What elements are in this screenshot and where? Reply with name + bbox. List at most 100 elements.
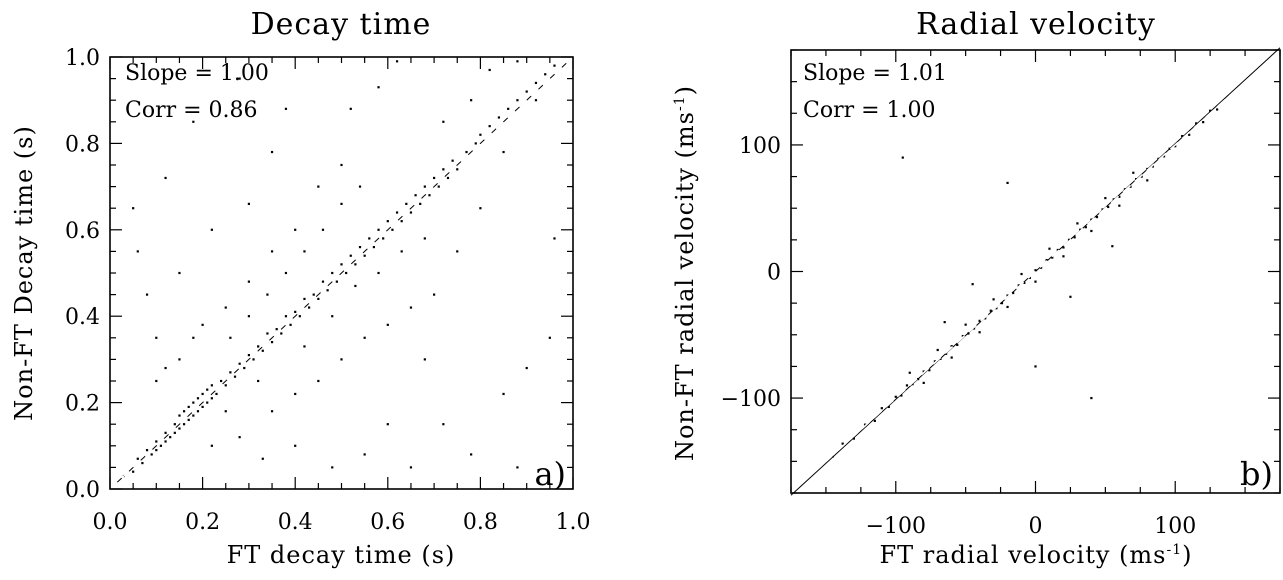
data-point <box>349 254 352 257</box>
data-point <box>900 394 903 397</box>
data-point <box>294 310 297 313</box>
data-point <box>155 449 158 452</box>
data-point <box>386 323 389 326</box>
data-point <box>284 315 288 318</box>
data-point <box>1056 248 1059 252</box>
data-point <box>377 86 380 89</box>
data-point <box>928 369 931 372</box>
data-point <box>507 107 510 110</box>
data-point <box>873 419 876 422</box>
data-point <box>971 283 974 286</box>
data-point <box>548 336 551 339</box>
data-point <box>266 332 269 335</box>
data-point <box>395 60 399 63</box>
data-point <box>470 453 473 456</box>
data-point <box>182 423 186 426</box>
data-point <box>961 334 964 338</box>
plot-frame-panel-b <box>790 49 1281 494</box>
data-point <box>270 150 274 154</box>
data-point <box>164 440 167 443</box>
identity-line <box>109 56 574 490</box>
data-point <box>238 77 241 80</box>
data-point <box>201 405 204 409</box>
data-point <box>132 207 135 210</box>
data-point <box>335 280 338 283</box>
data-point <box>164 176 167 180</box>
data-point <box>270 250 274 253</box>
lines-panel-b <box>790 47 1281 496</box>
data-point <box>331 315 334 318</box>
data-point <box>1132 171 1135 174</box>
data-point <box>136 250 139 253</box>
data-point <box>141 461 144 465</box>
data-point <box>1146 179 1149 182</box>
data-point <box>178 427 181 430</box>
data-point <box>303 297 306 301</box>
data-point <box>294 444 297 447</box>
data-point <box>224 410 227 413</box>
data-point <box>908 371 911 374</box>
data-point <box>841 442 844 445</box>
data-point <box>409 211 413 214</box>
data-point <box>178 414 181 417</box>
data-point <box>220 379 223 383</box>
data-point <box>178 358 181 361</box>
data-point <box>145 293 149 296</box>
data-point <box>331 271 334 275</box>
data-point <box>1090 218 1093 221</box>
data-point <box>349 107 352 110</box>
data-point <box>534 81 538 85</box>
x-axis-label-b-end: ) <box>1182 541 1192 569</box>
data-point <box>284 271 288 275</box>
data-point <box>159 444 163 447</box>
data-point <box>400 220 403 223</box>
data-point <box>312 293 315 296</box>
data-point <box>1104 196 1107 200</box>
data-point <box>173 431 176 434</box>
data-point <box>372 245 376 249</box>
data-point <box>210 444 213 447</box>
data-point <box>150 453 153 456</box>
data-point <box>382 237 385 240</box>
data-point <box>252 358 255 361</box>
x-axis-label-b: FT radial velocity (ms-1) <box>879 541 1192 569</box>
data-point <box>1090 396 1093 400</box>
data-point <box>275 328 278 331</box>
data-point <box>1140 175 1143 178</box>
data-point <box>525 366 528 370</box>
data-point <box>1195 122 1198 125</box>
x-tick-label: 1.0 <box>556 510 591 535</box>
data-point <box>465 150 468 154</box>
data-point <box>516 99 519 102</box>
data-point <box>943 321 946 324</box>
data-point <box>1062 246 1065 249</box>
data-point <box>261 349 264 352</box>
y-axis-label-b-main: Non-FT radial velocity (ms <box>671 111 699 461</box>
data-point <box>474 142 477 145</box>
data-point <box>363 336 366 339</box>
data-point <box>340 163 343 167</box>
data-point <box>192 120 195 123</box>
data-point <box>922 381 925 384</box>
x-tick-label: 0.4 <box>278 510 313 535</box>
data-point <box>1181 134 1184 138</box>
data-point <box>210 397 213 400</box>
data-point <box>284 107 288 110</box>
data-point <box>270 341 274 344</box>
data-point <box>173 423 176 426</box>
data-point <box>368 237 371 240</box>
data-point <box>1048 247 1051 250</box>
data-point <box>1118 204 1121 207</box>
tick-labels-panel-b: −100 0 100 −100 0 100 <box>721 134 1197 539</box>
data-point <box>326 289 329 292</box>
data-point <box>331 466 334 469</box>
data-point <box>433 293 436 296</box>
data-point <box>155 336 158 339</box>
data-point <box>442 423 445 426</box>
data-point <box>386 423 389 426</box>
data-point <box>984 317 987 320</box>
lines-panel-a <box>109 56 574 490</box>
data-point <box>238 436 241 439</box>
data-point <box>340 358 343 361</box>
y-tick-label: 100 <box>739 134 781 159</box>
